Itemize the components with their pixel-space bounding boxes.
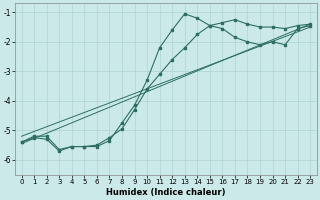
X-axis label: Humidex (Indice chaleur): Humidex (Indice chaleur) (106, 188, 226, 197)
